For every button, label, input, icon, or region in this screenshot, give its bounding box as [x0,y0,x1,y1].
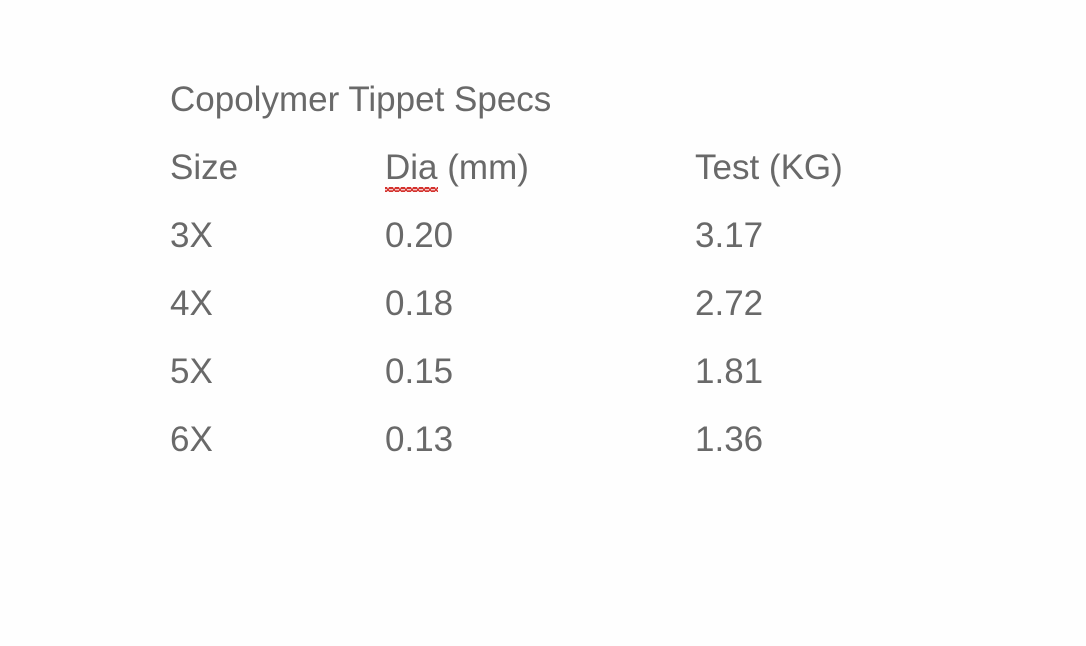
col-header-dia: Dia (mm) [385,148,695,216]
cell-dia: 0.18 [385,284,695,352]
col-header-dia-suffix: (mm) [438,148,529,187]
cell-size: 4X [170,284,385,352]
col-header-size-text: Size [170,148,238,187]
cell-size: 3X [170,216,385,284]
cell-dia: 0.15 [385,352,695,420]
table-row: 3X 0.20 3.17 [170,216,915,284]
col-header-test: Test (KG) [695,148,915,216]
cell-test: 1.81 [695,352,915,420]
cell-size: 5X [170,352,385,420]
specs-table: Size Dia (mm) Test (KG) 3X 0.20 3.17 4X … [170,148,915,460]
cell-dia: 0.13 [385,420,695,460]
table-header-row: Size Dia (mm) Test (KG) [170,148,915,216]
table-row: 6X 0.13 1.36 [170,420,915,460]
cell-test: 2.72 [695,284,915,352]
col-header-test-text: Test (KG) [695,148,843,187]
table-row: 4X 0.18 2.72 [170,284,915,352]
cell-dia: 0.20 [385,216,695,284]
col-header-size: Size [170,148,385,216]
col-header-dia-word: Dia [385,148,438,188]
cell-test: 3.17 [695,216,915,284]
table-title: Copolymer Tippet Specs [170,80,1086,120]
cell-test: 1.36 [695,420,915,460]
table-row: 5X 0.15 1.81 [170,352,915,420]
cell-size: 6X [170,420,385,460]
